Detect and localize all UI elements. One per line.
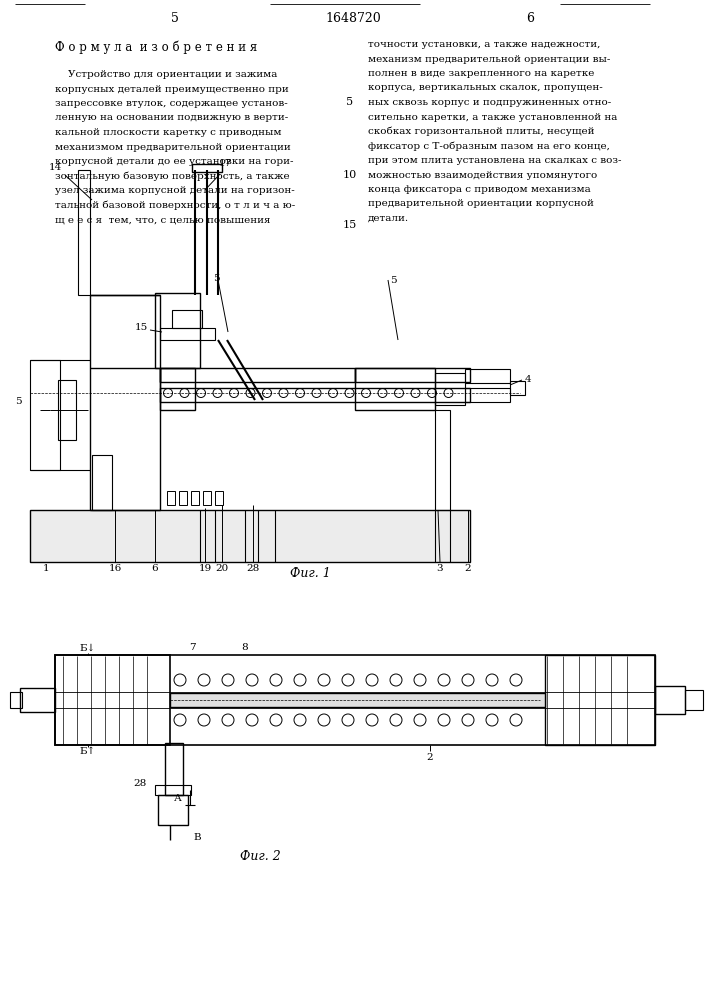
Text: Устройство для ориентации и зажима: Устройство для ориентации и зажима — [55, 70, 277, 79]
Text: ленную на основании подвижную в верти-: ленную на основании подвижную в верти- — [55, 113, 288, 122]
Text: 3: 3 — [437, 564, 443, 573]
Text: В: В — [193, 833, 201, 842]
Text: запрессовке втулок, содержащее установ-: запрессовке втулок, содержащее установ- — [55, 99, 288, 108]
Text: 7: 7 — [189, 643, 195, 652]
Text: корпуса, вертикальных скалок, пропущен-: корпуса, вертикальных скалок, пропущен- — [368, 84, 603, 93]
Text: можностью взаимодействия упомянутого: можностью взаимодействия упомянутого — [368, 170, 597, 180]
Bar — [191, 491, 199, 505]
Text: 16: 16 — [108, 564, 122, 573]
Text: зонтальную базовую поверхность, а также: зонтальную базовую поверхность, а также — [55, 172, 290, 181]
Bar — [170, 693, 545, 707]
Bar — [155, 293, 200, 368]
Bar — [685, 690, 703, 710]
Text: предварительной ориентации корпусной: предварительной ориентации корпусной — [368, 200, 594, 209]
Bar — [160, 388, 470, 402]
Bar — [655, 686, 685, 714]
Bar — [355, 368, 470, 382]
Text: Фиг. 2: Фиг. 2 — [240, 850, 281, 863]
Bar — [90, 295, 160, 510]
Text: фиксатор с Т-образным пазом на его конце,: фиксатор с Т-образным пазом на его конце… — [368, 141, 610, 151]
Bar — [172, 310, 202, 328]
Text: 15: 15 — [343, 220, 357, 230]
Bar — [158, 795, 188, 825]
Bar — [355, 368, 435, 410]
Text: Ф о р м у л а  и з о б р е т е н и я: Ф о р м у л а и з о б р е т е н и я — [55, 40, 257, 53]
Text: А: А — [174, 794, 182, 803]
Text: 1648720: 1648720 — [325, 12, 381, 25]
Bar — [55, 655, 655, 745]
Text: 28: 28 — [134, 778, 147, 788]
Bar — [435, 373, 465, 405]
Bar — [465, 369, 510, 383]
Text: узел зажима корпусной детали на горизон-: узел зажима корпусной детали на горизон- — [55, 186, 295, 195]
Bar — [55, 655, 170, 745]
Bar — [30, 510, 470, 562]
Text: 15: 15 — [135, 324, 148, 332]
Text: 6: 6 — [526, 12, 534, 25]
Bar — [160, 368, 195, 410]
Bar — [78, 170, 90, 295]
Text: Фиг. 1: Фиг. 1 — [290, 567, 330, 580]
Text: скобках горизонтальной плиты, несущей: скобках горизонтальной плиты, несущей — [368, 127, 595, 136]
Bar — [215, 491, 223, 505]
Text: Б↑: Б↑ — [80, 747, 96, 756]
Text: механизм предварительной ориентации вы-: механизм предварительной ориентации вы- — [368, 54, 610, 64]
Bar — [10, 692, 22, 708]
Text: корпусных деталей преимущественно при: корпусных деталей преимущественно при — [55, 85, 288, 94]
Bar — [165, 743, 183, 795]
Bar — [155, 785, 191, 795]
Text: 6: 6 — [152, 564, 158, 573]
Bar — [192, 164, 222, 172]
Text: Б↓: Б↓ — [80, 644, 96, 653]
Bar — [58, 380, 76, 440]
Text: корпусной детали до ее установки на гори-: корпусной детали до ее установки на гори… — [55, 157, 293, 166]
Bar — [545, 655, 655, 745]
Bar — [510, 381, 525, 395]
Text: 20: 20 — [216, 564, 228, 573]
Text: кальной плоскости каретку с приводным: кальной плоскости каретку с приводным — [55, 128, 281, 137]
Bar — [179, 491, 187, 505]
Text: 5: 5 — [346, 97, 354, 107]
Bar — [160, 328, 215, 340]
Text: при этом плита установлена на скалках с воз-: при этом плита установлена на скалках с … — [368, 156, 621, 165]
Text: ных сквозь корпус и подпружиненных отно-: ных сквозь корпус и подпружиненных отно- — [368, 98, 612, 107]
Text: 4: 4 — [525, 375, 532, 384]
Text: 5: 5 — [171, 12, 179, 25]
Bar — [203, 491, 211, 505]
Text: 14: 14 — [49, 163, 62, 172]
Text: 1: 1 — [42, 564, 49, 573]
Bar — [435, 410, 450, 510]
Text: 2: 2 — [427, 753, 433, 762]
Text: 8: 8 — [242, 643, 248, 652]
Text: щ е е с я  тем, что, с целью повышения: щ е е с я тем, что, с целью повышения — [55, 215, 271, 224]
Text: механизмом предварительной ориентации: механизмом предварительной ориентации — [55, 142, 291, 151]
Text: полнен в виде закрепленного на каретке: полнен в виде закрепленного на каретке — [368, 69, 595, 78]
Text: 17: 17 — [218, 159, 232, 168]
Text: точности установки, а также надежности,: точности установки, а также надежности, — [368, 40, 600, 49]
Text: детали.: детали. — [368, 214, 409, 223]
Text: конца фиксатора с приводом механизма: конца фиксатора с приводом механизма — [368, 185, 591, 194]
Bar — [167, 491, 175, 505]
Bar — [20, 688, 55, 712]
Text: тальной базовой поверхности, о т л и ч а ю-: тальной базовой поверхности, о т л и ч а… — [55, 200, 296, 210]
Text: 2: 2 — [464, 564, 472, 573]
Bar — [30, 360, 60, 470]
Text: сительно каретки, а также установленной на: сительно каретки, а также установленной … — [368, 112, 617, 121]
Bar — [92, 455, 112, 510]
Bar — [160, 368, 355, 382]
Text: 28: 28 — [246, 564, 259, 573]
Text: 5: 5 — [214, 274, 220, 283]
Text: 5: 5 — [390, 276, 397, 285]
Text: 10: 10 — [343, 169, 357, 180]
Text: 19: 19 — [199, 564, 211, 573]
Bar — [465, 388, 510, 402]
Text: 5: 5 — [16, 397, 22, 406]
